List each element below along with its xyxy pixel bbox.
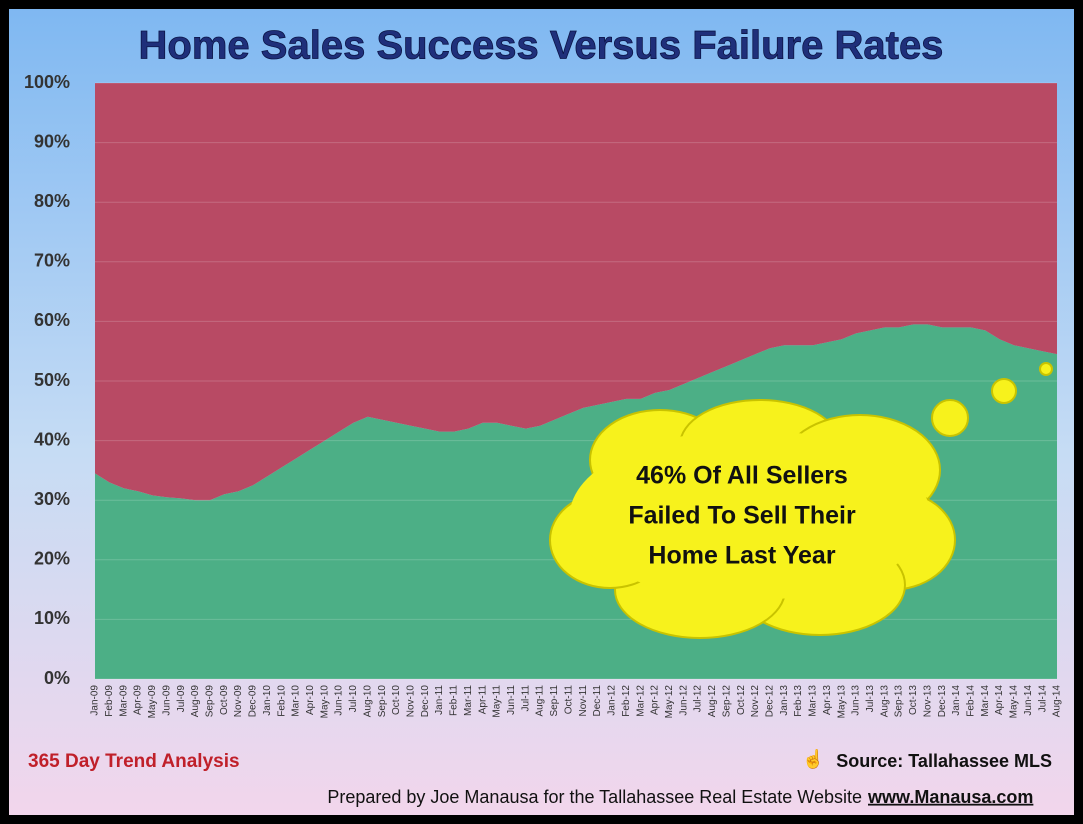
x-tick-label: Jul-14 (1037, 685, 1048, 713)
x-tick-label: Mar-13 (808, 685, 819, 717)
x-tick-label: Mar-11 (463, 685, 474, 716)
x-tick-label: Aug-10 (362, 685, 373, 718)
x-tick-label: Dec-10 (420, 685, 431, 718)
x-tick-label: Dec-12 (764, 685, 775, 718)
x-tick-label: May-12 (664, 685, 675, 719)
chart-title: Home Sales Success Versus Failure Rates (139, 24, 944, 68)
x-tick-label: May-14 (1009, 685, 1020, 719)
x-tick-label: Mar-12 (635, 685, 646, 717)
y-tick-label: 100% (24, 72, 70, 92)
annotation-line: Failed To Sell Their (628, 502, 856, 530)
x-tick-label: Sep-09 (205, 685, 216, 718)
x-tick-label: May-11 (492, 685, 503, 718)
x-tick-label: May-10 (319, 685, 330, 719)
x-tick-label: Dec-13 (937, 685, 948, 718)
x-tick-label: Jan-14 (951, 685, 962, 716)
annotation-line: 46% Of All Sellers (636, 462, 848, 490)
x-tick-label: Apr-14 (994, 685, 1005, 715)
x-tick-label: Apr-12 (650, 685, 661, 715)
x-tick-label: Nov-12 (750, 685, 761, 718)
x-tick-label: Jul-13 (865, 685, 876, 713)
plot-area: 0%10%20%30%40%50%60%70%80%90%100%Jan-09 F… (24, 72, 1063, 719)
x-tick-label: Nov-10 (406, 685, 417, 718)
x-tick-label: Feb-13 (793, 685, 804, 717)
credit: Prepared by Joe Manausa for the Tallahas… (327, 787, 862, 807)
x-tick-label: Mar-14 (980, 685, 991, 717)
hand-icon: ☝ (802, 748, 824, 770)
x-tick-label: Jun-12 (678, 685, 689, 716)
thought-bubble (991, 378, 1017, 404)
x-tick-label: Jun-13 (851, 685, 862, 716)
x-tick-label: Jan-11 (434, 685, 445, 715)
x-tick-label: Jul-11 (520, 685, 531, 712)
x-tick-label: Sep-12 (721, 685, 732, 718)
x-tick-label: Sep-11 (549, 685, 560, 717)
x-tick-label: Mar-10 (291, 685, 302, 717)
y-tick-label: 20% (34, 549, 70, 569)
x-tick-label: Feb-11 (449, 685, 460, 716)
x-tick-label: Jan-09 (90, 685, 101, 716)
x-tick-label: Jan-12 (607, 685, 618, 716)
annotation-cloud: 46% Of All Sellers Failed To Sell Their Ho… (549, 362, 1053, 639)
x-tick-label: Oct-13 (908, 685, 919, 715)
x-tick-label: Apr-10 (305, 685, 316, 715)
x-tick-label: Sep-13 (894, 685, 905, 718)
x-tick-label: Feb-14 (965, 685, 976, 717)
y-tick-label: 0% (44, 668, 70, 688)
thought-bubble (1039, 362, 1053, 376)
thought-bubble (931, 399, 969, 437)
x-tick-label: May-13 (836, 685, 847, 719)
x-tick-label: Apr-11 (477, 685, 488, 715)
x-tick-label: Nov-09 (233, 685, 244, 718)
y-tick-label: 70% (34, 251, 70, 271)
x-tick-label: Nov-11 (578, 685, 589, 717)
x-tick-label: Jun-10 (334, 685, 345, 716)
x-tick-label: Oct-11 (563, 685, 574, 715)
x-tick-label: Nov-13 (922, 685, 933, 718)
x-tick-label: Apr-13 (822, 685, 833, 715)
x-tick-label: Feb-09 (104, 685, 115, 717)
y-tick-label: 80% (34, 191, 70, 211)
y-tick-label: 60% (34, 310, 70, 330)
annotation-line: Home Last Year (648, 542, 835, 570)
y-tick-label: 90% (34, 131, 70, 151)
x-tick-label: Feb-10 (276, 685, 287, 717)
website: www.Manausa.com (867, 787, 1033, 807)
y-tick-label: 40% (34, 429, 70, 449)
subtitle: 365 Day Trend Analysis (28, 751, 240, 772)
x-tick-label: Aug-12 (707, 685, 718, 718)
x-tick-label: Jun-14 (1023, 685, 1034, 716)
x-tick-label: Jul-09 (176, 685, 187, 713)
x-tick-label: Dec-09 (248, 685, 259, 718)
x-tick-label: Aug-13 (879, 685, 890, 718)
x-tick-label: Jul-12 (693, 685, 704, 713)
x-tick-label: Jan-10 (262, 685, 273, 716)
x-tick-label: Aug-14 (1052, 685, 1063, 718)
x-tick-label: Jun-11 (506, 685, 517, 715)
x-tick-label: May-09 (147, 685, 158, 719)
x-tick-label: Mar-09 (118, 685, 129, 717)
x-tick-label: Apr-09 (133, 685, 144, 715)
x-tick-label: Oct-12 (736, 685, 747, 715)
x-tick-label: Jul-10 (348, 685, 359, 713)
x-tick-label: Oct-09 (219, 685, 230, 715)
x-tick-label: Aug-09 (190, 685, 201, 718)
y-tick-label: 30% (34, 489, 70, 509)
x-tick-label: Dec-11 (592, 685, 603, 717)
source: Source: Tallahassee MLS (836, 751, 1052, 771)
y-tick-label: 50% (34, 370, 70, 390)
x-tick-label: Oct-10 (391, 685, 402, 715)
x-tick-label: Feb-12 (621, 685, 632, 717)
x-tick-label: Sep-10 (377, 685, 388, 718)
area (95, 83, 1057, 501)
x-tick-label: Aug-11 (535, 685, 546, 717)
cloud-fill (570, 430, 930, 600)
x-tick-label: Jun-09 (161, 685, 172, 716)
x-tick-label: Jan-13 (779, 685, 790, 716)
y-tick-label: 10% (34, 608, 70, 628)
